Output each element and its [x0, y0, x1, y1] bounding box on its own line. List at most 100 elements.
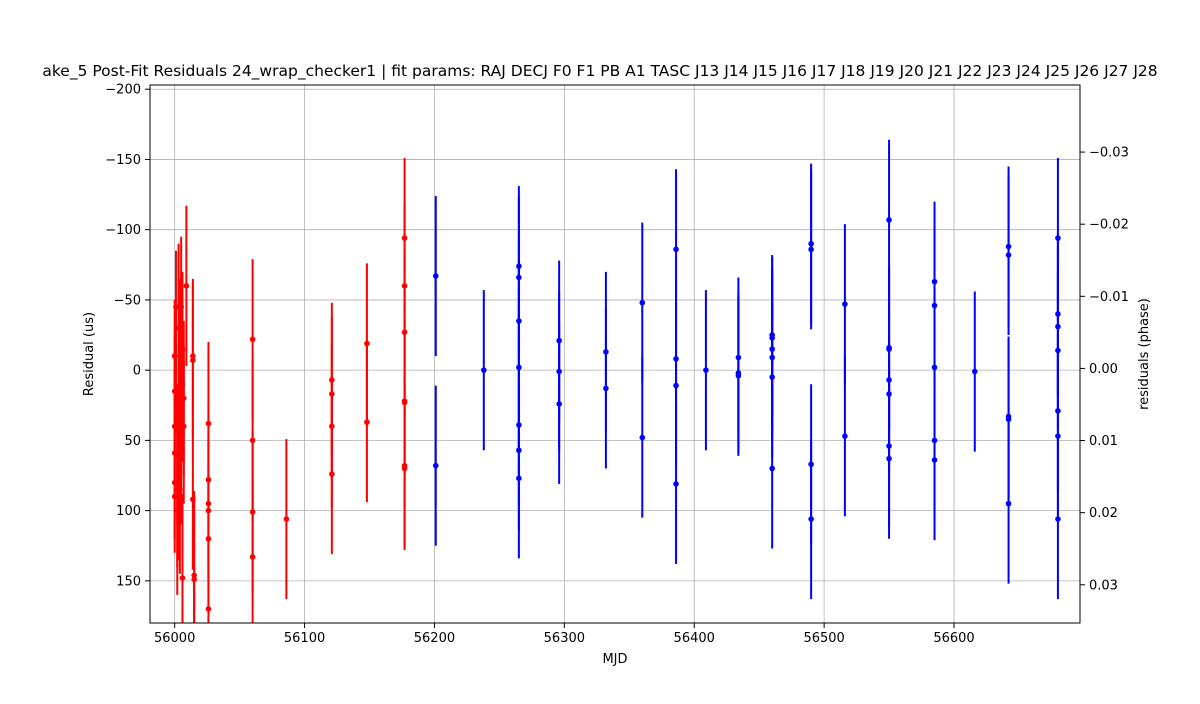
- data-point: [769, 374, 775, 380]
- y-tick-label: 0: [133, 364, 141, 379]
- data-point: [171, 353, 178, 359]
- y-tick-label: −200: [105, 83, 141, 98]
- data-point: [886, 391, 892, 397]
- data-point: [178, 339, 184, 345]
- y-right-tick-label: 0.00: [1089, 362, 1118, 377]
- data-point: [177, 486, 183, 493]
- data-point: [329, 377, 335, 383]
- data-point: [735, 354, 742, 361]
- series-0: [171, 158, 408, 623]
- data-point: [1005, 500, 1012, 507]
- data-point: [1005, 413, 1012, 420]
- data-point: [1055, 235, 1061, 241]
- data-point: [556, 401, 562, 407]
- y-right-tick-label: −0.01: [1089, 290, 1129, 305]
- data-point: [401, 398, 408, 404]
- x-tick-label: 56500: [803, 631, 844, 646]
- data-point: [769, 465, 775, 472]
- data-point: [931, 364, 938, 371]
- data-point: [249, 509, 256, 515]
- data-point: [401, 462, 408, 469]
- y-tick-label: 150: [116, 574, 141, 589]
- data-point: [931, 457, 938, 463]
- series-1: [432, 139, 1061, 600]
- data-point: [516, 274, 522, 281]
- data-point: [886, 455, 892, 462]
- data-point: [1055, 311, 1061, 317]
- data-point: [931, 302, 938, 309]
- y-right-tick-label: 0.02: [1089, 506, 1118, 521]
- y-right-tick-label: −0.02: [1089, 218, 1129, 233]
- data-point: [603, 385, 609, 392]
- data-point: [191, 572, 197, 579]
- data-point: [329, 471, 335, 477]
- y-tick-label: −100: [105, 223, 141, 238]
- data-point: [886, 344, 892, 351]
- data-point: [769, 332, 775, 338]
- data-point: [173, 304, 179, 310]
- data-point: [516, 263, 522, 270]
- grid-layer: [150, 85, 1080, 623]
- data-point: [432, 273, 439, 279]
- data-point: [178, 437, 184, 444]
- data-point: [971, 368, 978, 375]
- data-point: [205, 535, 212, 542]
- x-tick-label: 56000: [154, 631, 195, 646]
- y-tick-label: 50: [124, 434, 141, 449]
- data-point: [556, 337, 562, 344]
- data-point: [769, 346, 775, 352]
- data-point: [673, 246, 679, 253]
- data-point: [249, 554, 256, 560]
- y-right-tick-label: 0.01: [1089, 434, 1118, 449]
- data-point: [401, 235, 408, 241]
- data-point: [329, 423, 335, 430]
- data-point: [639, 434, 646, 441]
- data-point: [516, 447, 522, 454]
- marks-layer: [171, 139, 1061, 623]
- data-point: [190, 357, 196, 364]
- data-point: [886, 443, 892, 449]
- data-point: [171, 493, 178, 500]
- data-point: [673, 481, 679, 487]
- data-point: [175, 472, 182, 479]
- data-point: [205, 507, 212, 514]
- data-point: [205, 606, 212, 612]
- data-point: [191, 576, 197, 583]
- x-tick-label: 56300: [544, 631, 585, 646]
- data-point: [175, 423, 182, 430]
- data-point: [329, 391, 335, 397]
- data-point: [205, 476, 212, 483]
- data-point: [516, 364, 522, 371]
- y-tick-label: −150: [105, 153, 141, 168]
- data-point: [190, 353, 196, 359]
- data-point: [179, 381, 186, 388]
- data-point: [249, 336, 256, 343]
- data-point: [1055, 433, 1061, 439]
- x-tick-label: 56200: [414, 631, 455, 646]
- data-point: [842, 433, 848, 439]
- plot-frame: [149, 84, 1081, 624]
- data-point: [174, 451, 181, 458]
- data-point: [171, 423, 178, 430]
- data-point: [516, 475, 522, 482]
- data-point: [808, 240, 814, 247]
- data-point: [177, 353, 183, 359]
- data-point: [401, 329, 408, 336]
- data-point: [180, 423, 187, 430]
- data-point: [183, 283, 190, 289]
- data-point: [178, 304, 184, 310]
- data-point: [249, 437, 256, 444]
- data-point: [401, 283, 408, 289]
- data-point: [516, 318, 522, 324]
- data-point: [481, 367, 487, 373]
- data-point: [603, 349, 609, 355]
- data-point: [364, 340, 370, 347]
- data-point: [639, 299, 646, 306]
- data-point: [931, 278, 938, 285]
- data-point: [364, 419, 370, 425]
- data-point: [808, 246, 814, 253]
- y-axis-label: Residual (us): [82, 312, 97, 396]
- x-tick-label: 56400: [674, 631, 715, 646]
